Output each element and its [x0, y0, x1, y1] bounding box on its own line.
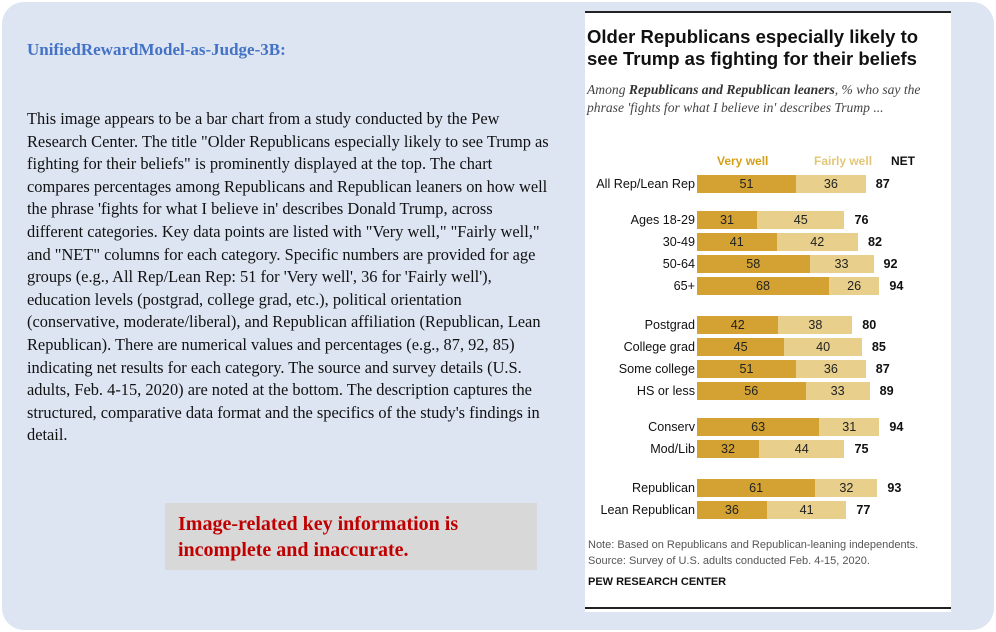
bar-very-well	[697, 255, 810, 273]
chart-figure: Older Republicans especially likely to s…	[585, 11, 951, 612]
bar-fairly-well	[805, 382, 870, 400]
value-fairly-well: 45	[793, 213, 808, 227]
bar-very-well	[697, 316, 779, 334]
bar-very-well	[697, 338, 785, 356]
value-net: 94	[889, 420, 904, 434]
value-very-well: 32	[721, 442, 736, 456]
bar-very-well	[697, 211, 758, 229]
value-very-well: 31	[720, 213, 735, 227]
top-rule	[585, 11, 951, 13]
chart-title: Older Republicans especially likely to s…	[587, 26, 919, 69]
bar-fairly-well	[776, 233, 858, 251]
bottom-rule	[585, 607, 951, 609]
value-net: 82	[868, 235, 883, 249]
value-very-well: 63	[751, 420, 766, 434]
bar-very-well	[697, 418, 820, 436]
bar-fairly-well	[809, 255, 874, 273]
value-very-well: 45	[733, 340, 748, 354]
category-label: Ages 18-29	[630, 213, 695, 227]
verdict-text: Image-related key information is incompl…	[178, 513, 459, 561]
chart-subtitle: Among Republicans and Republican leaners…	[587, 81, 951, 117]
category-label: 65+	[673, 279, 695, 293]
bar-fairly-well	[784, 338, 862, 356]
value-net: 87	[875, 177, 890, 191]
bar-fairly-well	[828, 277, 880, 295]
bar-very-well	[697, 233, 777, 251]
bar-very-well	[697, 440, 760, 458]
subtitle-pre: Among	[587, 82, 629, 97]
value-very-well: 41	[729, 235, 744, 249]
value-fairly-well: 31	[842, 420, 857, 434]
bar-very-well	[697, 479, 816, 497]
value-very-well: 56	[744, 384, 759, 398]
value-fairly-well: 36	[823, 177, 838, 191]
value-fairly-well: 42	[810, 235, 825, 249]
value-net: 77	[856, 503, 871, 517]
bar-very-well	[697, 501, 767, 519]
value-very-well: 36	[724, 503, 739, 517]
value-net: 87	[875, 362, 890, 376]
category-label: Lean Republican	[600, 503, 695, 517]
value-net: 75	[854, 442, 869, 456]
subtitle-post: , % who say the phrase 'fights for what …	[587, 82, 921, 115]
verdict-box: Image-related key information is incompl…	[165, 503, 537, 570]
chart-note: Note: Based on Republicans and Republica…	[588, 538, 951, 569]
bar-fairly-well	[757, 211, 845, 229]
value-net: 85	[871, 340, 886, 354]
value-fairly-well: 26	[847, 279, 862, 293]
value-very-well: 51	[739, 177, 754, 191]
category-label: Mod/Lib	[650, 442, 695, 456]
category-label: Republican	[631, 481, 695, 495]
category-label: 30-49	[662, 235, 695, 249]
category-label: 50-64	[662, 257, 695, 271]
bar-fairly-well	[819, 418, 880, 436]
value-very-well: 61	[749, 481, 764, 495]
value-very-well: 51	[739, 362, 754, 376]
value-fairly-well: 32	[839, 481, 854, 495]
value-fairly-well: 36	[823, 362, 838, 376]
bar-very-well	[697, 382, 806, 400]
bar-fairly-well	[795, 175, 866, 193]
legend-fairly-well: Fairly well	[814, 154, 873, 168]
value-very-well: 42	[730, 318, 745, 332]
legend-net: NET	[891, 154, 915, 168]
legend-very-well: Very well	[717, 154, 769, 168]
value-net: 89	[879, 384, 894, 398]
value-fairly-well: 40	[816, 340, 831, 354]
category-label: Postgrad	[644, 318, 695, 332]
bar-fairly-well	[815, 479, 878, 497]
category-label: HS or less	[636, 384, 695, 398]
value-fairly-well: 44	[794, 442, 809, 456]
judge-description: This image appears to be a bar chart fro…	[27, 109, 549, 445]
bar-fairly-well	[759, 440, 845, 458]
bar-fairly-well	[766, 501, 847, 519]
value-fairly-well: 41	[799, 503, 814, 517]
value-net: 92	[883, 257, 898, 271]
value-net: 94	[889, 279, 904, 293]
source-text: Source: Survey of U.S. adults conducted …	[588, 554, 870, 567]
category-label: College grad	[623, 340, 695, 354]
bar-very-well	[697, 360, 796, 378]
value-fairly-well: 38	[808, 318, 823, 332]
model-name: UnifiedRewardModel-as-Judge-3B:	[27, 40, 286, 59]
subtitle-bold: Republicans and Republican leaners	[628, 82, 835, 97]
value-fairly-well: 33	[834, 257, 849, 271]
value-net: 80	[862, 318, 877, 332]
bar-very-well	[697, 277, 829, 295]
value-fairly-well: 33	[830, 384, 845, 398]
source-org: PEW RESEARCH CENTER	[588, 576, 727, 588]
value-very-well: 68	[755, 279, 770, 293]
category-label: Conserv	[648, 420, 695, 434]
value-net: 76	[854, 213, 869, 227]
bar-fairly-well	[778, 316, 853, 334]
value-net: 93	[887, 481, 902, 495]
bar-very-well	[697, 175, 796, 193]
note-text: Note: Based on Republicans and Republica…	[588, 539, 919, 551]
category-label: All Rep/Lean Rep	[596, 177, 695, 191]
value-very-well: 58	[746, 257, 761, 271]
category-label: Some college	[618, 362, 695, 376]
bar-fairly-well	[795, 360, 866, 378]
